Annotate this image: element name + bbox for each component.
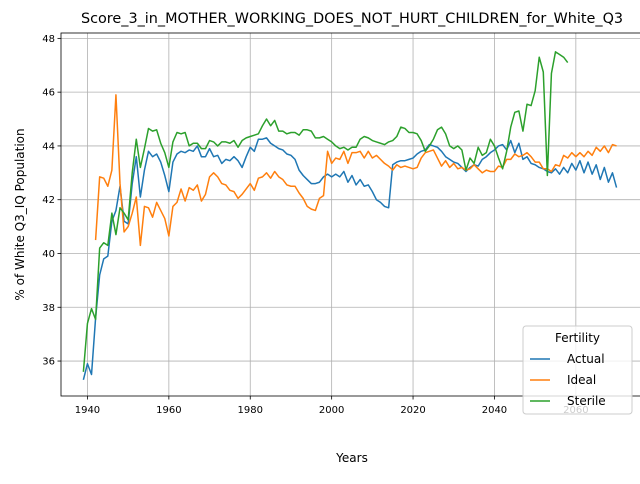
y-tick-label: 48 <box>42 34 55 45</box>
series-line-ideal <box>94 94 617 247</box>
y-tick-label: 38 <box>42 303 55 314</box>
x-tick-label: 1940 <box>75 405 100 416</box>
x-axis-label: Years <box>335 451 368 465</box>
x-tick-label: 1960 <box>156 405 181 416</box>
series-layer <box>82 51 618 381</box>
legend-label-actual: Actual <box>567 352 605 366</box>
x-tick-label: 2000 <box>319 405 344 416</box>
y-axis-label: % of White Q3_IQ Population <box>13 128 27 300</box>
series-line-actual <box>82 137 618 381</box>
plot-frame <box>60 32 640 397</box>
legend-title: Fertility <box>555 331 600 345</box>
legend: Fertility Actual Ideal Sterile <box>522 325 633 415</box>
x-tick-label: 2040 <box>482 405 507 416</box>
y-tick-label: 42 <box>42 195 55 206</box>
y-tick-label: 36 <box>42 357 55 368</box>
legend-label-ideal: Ideal <box>567 373 596 387</box>
y-tick-label: 46 <box>42 88 55 99</box>
y-tick-label: 40 <box>42 249 55 260</box>
legend-items: Actual Ideal Sterile <box>530 352 606 408</box>
legend-box <box>522 325 633 415</box>
series-line-sterile <box>82 51 569 372</box>
legend-label-sterile: Sterile <box>567 394 606 408</box>
x-tick-label: 1980 <box>238 405 263 416</box>
x-tick-label: 2020 <box>400 405 425 416</box>
grid-layer <box>61 33 640 396</box>
chart-title: Score_3_in_MOTHER_WORKING_DOES_NOT_HURT_… <box>81 11 623 27</box>
y-tick-label: 44 <box>42 141 55 152</box>
